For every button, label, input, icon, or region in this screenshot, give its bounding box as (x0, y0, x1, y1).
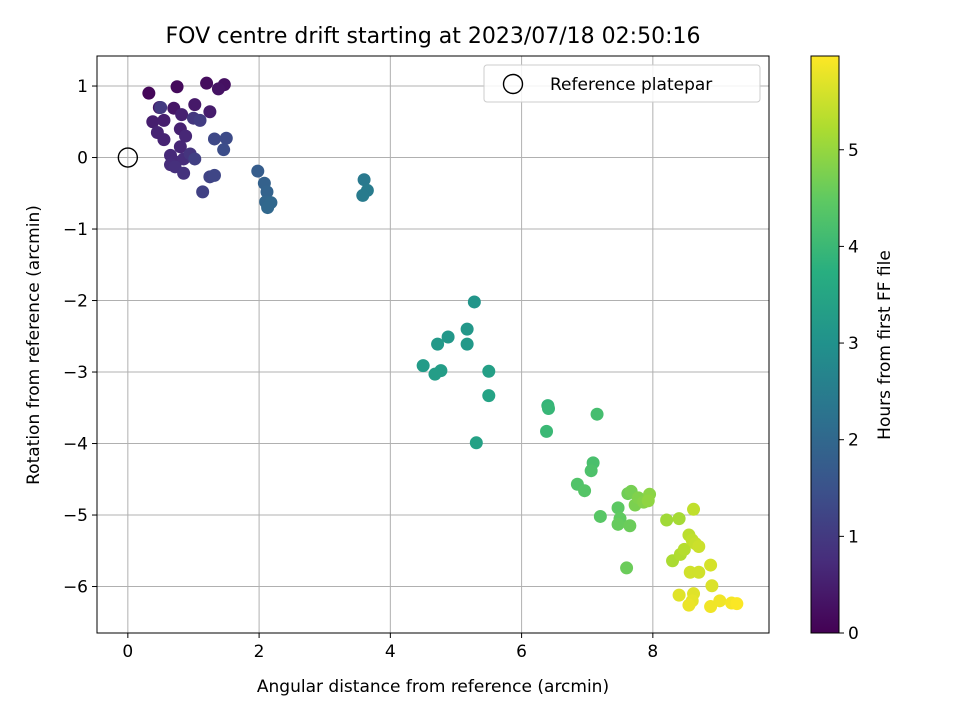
data-point (142, 86, 156, 100)
data-point (251, 164, 265, 178)
x-axis-ticks: 0 2 4 6 8 (122, 633, 658, 662)
colorbar-tick-label: 5 (848, 141, 859, 161)
data-point (356, 188, 370, 202)
data-point (203, 105, 217, 119)
x-axis-label: Angular distance from reference (arcmin) (257, 677, 609, 697)
colorbar: 0 1 2 3 4 5 Hours from first FF file (810, 55, 895, 644)
data-point (441, 330, 455, 344)
data-point (188, 98, 202, 112)
data-point (578, 484, 592, 498)
data-point (692, 565, 706, 579)
data-point (704, 558, 718, 572)
data-point (593, 509, 607, 523)
data-point (460, 322, 474, 336)
data-point (460, 337, 474, 351)
colorbar-tick-label: 0 (848, 624, 859, 644)
data-point (482, 364, 496, 378)
data-point (482, 389, 496, 403)
data-point (219, 131, 233, 145)
x-tick-label: 6 (516, 642, 527, 662)
data-point (540, 424, 554, 438)
y-axis-ticks: 1 0 −1 −2 −3 −4 −5 −6 (63, 77, 97, 598)
data-point (620, 561, 634, 575)
colorbar-tick-label: 4 (848, 237, 859, 257)
data-point (188, 152, 202, 166)
data-point (261, 201, 275, 215)
data-point (641, 494, 655, 508)
colorbar-tick-label: 3 (848, 334, 859, 354)
data-point (660, 513, 674, 527)
data-point (173, 140, 187, 154)
y-tick-label: −3 (63, 363, 88, 383)
data-point (672, 512, 686, 526)
x-tick-label: 2 (254, 642, 265, 662)
colorbar-tick-label: 2 (848, 431, 859, 451)
colorbar-tick-label: 1 (848, 527, 859, 547)
data-point (207, 132, 221, 146)
colorbar-gradient (811, 56, 839, 633)
data-point (730, 597, 744, 611)
chart-title: FOV centre drift starting at 2023/07/18 … (166, 24, 701, 49)
legend-marker-circle-icon (502, 73, 524, 95)
legend: Reference platepar (483, 64, 761, 103)
data-point (590, 407, 604, 421)
data-point (428, 367, 442, 381)
data-point (157, 133, 171, 147)
y-tick-label: −6 (63, 578, 88, 598)
data-point (611, 501, 625, 515)
data-point (469, 436, 483, 450)
y-tick-label: 0 (77, 149, 88, 169)
data-point (211, 82, 225, 96)
data-point (177, 166, 191, 180)
legend-box (483, 64, 761, 103)
data-point (431, 337, 445, 351)
data-point (200, 76, 214, 90)
y-tick-label: 1 (77, 77, 88, 97)
colorbar-label: Hours from first FF file (875, 250, 895, 440)
y-tick-label: −4 (63, 435, 88, 455)
data-point (584, 464, 598, 478)
data-point (196, 185, 210, 199)
data-point (692, 539, 706, 553)
data-point (416, 359, 430, 373)
data-point (672, 588, 686, 602)
data-point (705, 579, 719, 593)
data-point (542, 401, 555, 415)
data-point (175, 108, 189, 122)
data-point (157, 113, 171, 127)
y-tick-label: −2 (63, 292, 88, 312)
data-point (713, 594, 727, 608)
data-point (170, 80, 184, 94)
colorbar-frame (810, 55, 840, 634)
data-point (260, 185, 274, 199)
data-point (611, 517, 625, 531)
data-point (179, 129, 193, 143)
data-point (687, 502, 701, 516)
legend-entry-label: Reference platepar (550, 75, 712, 95)
data-point (357, 173, 371, 187)
colorbar-ticks: 0 1 2 3 4 5 (839, 141, 859, 644)
y-tick-label: −5 (63, 506, 88, 526)
data-point (467, 295, 481, 309)
x-tick-label: 4 (385, 642, 396, 662)
data-point (146, 115, 160, 129)
data-point (623, 519, 637, 533)
data-point (217, 143, 231, 157)
x-tick-label: 8 (647, 642, 658, 662)
y-tick-label: −1 (63, 220, 88, 240)
y-axis-label: Rotation from reference (arcmin) (24, 205, 44, 485)
data-points (142, 76, 744, 614)
reference-platepar-marker (117, 147, 139, 168)
data-point (193, 113, 207, 127)
data-point (682, 598, 696, 612)
data-point (677, 542, 691, 556)
data-point (207, 168, 221, 182)
data-point (154, 100, 168, 114)
plot-frame (96, 55, 770, 634)
x-tick-label: 0 (122, 642, 133, 662)
